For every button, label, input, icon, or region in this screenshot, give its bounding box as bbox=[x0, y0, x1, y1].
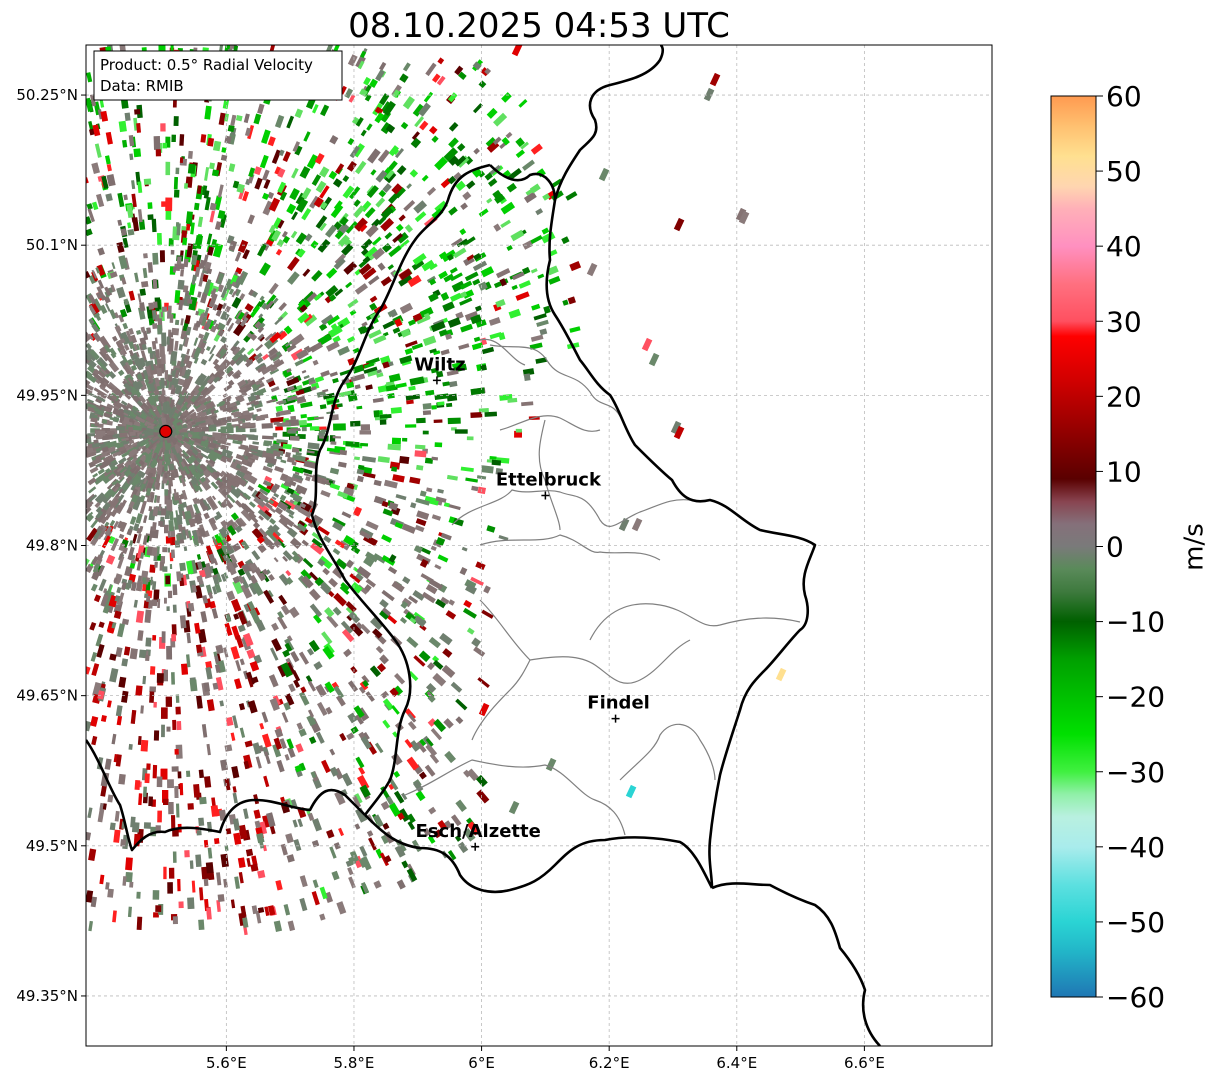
lon-tick-label: 6.6°E bbox=[844, 1054, 885, 1072]
colorbar-unit-label: m/s bbox=[1180, 523, 1207, 571]
product-label: Product: 0.5° Radial Velocity bbox=[100, 56, 313, 74]
colorbar-tick-label: 50 bbox=[1106, 155, 1142, 188]
colorbar-tick-label: 40 bbox=[1106, 230, 1142, 263]
graticule-grid bbox=[86, 45, 992, 1046]
canton-boundary-esch bbox=[404, 759, 626, 836]
lon-tick-label: 6°E bbox=[468, 1054, 495, 1072]
colorbar-tick-label: 20 bbox=[1106, 380, 1142, 413]
lat-tick-label: 49.95°N bbox=[16, 386, 78, 404]
longitude-axis: 5.6°E 5.8°E 6°E 6.2°E 6.4°E 6.6°E bbox=[206, 1046, 885, 1072]
colorbar: 60 50 40 30 20 10 0 −10 −20 −30 −40 −50 −60 m/s bbox=[1050, 80, 1207, 1014]
latitude-axis: 50.25°N 50.1°N 49.95°N 49.8°N 49.65°N 49.5°N 4… bbox=[16, 86, 86, 1005]
canton-boundary-luxembourg-north bbox=[479, 599, 691, 684]
border-belgium-luxembourg bbox=[310, 163, 491, 816]
lon-tick-label: 5.8°E bbox=[334, 1054, 375, 1072]
lon-tick-label: 6.4°E bbox=[716, 1054, 757, 1072]
colorbar-tick-label: −50 bbox=[1106, 906, 1165, 939]
city-cross-icon bbox=[471, 842, 480, 851]
national-borders bbox=[86, 45, 881, 1046]
info-box-frame bbox=[93, 50, 343, 101]
colorbar-tick-label: 60 bbox=[1106, 80, 1142, 113]
city-label: Esch/Alzette bbox=[416, 821, 541, 842]
colorbar-ticks: 60 50 40 30 20 10 0 −10 −20 −30 −40 −50 −60 bbox=[1096, 80, 1165, 1014]
colorbar-tick-label: −20 bbox=[1106, 681, 1165, 714]
lat-tick-label: 49.35°N bbox=[16, 987, 78, 1005]
border-germany-france bbox=[711, 882, 881, 1046]
lon-tick-label: 5.6°E bbox=[206, 1054, 247, 1072]
city-wiltz[interactable]: Wiltz bbox=[414, 354, 466, 385]
map-title: 08.10.2025 04:53 UTC bbox=[348, 6, 730, 46]
border-belgium-france bbox=[86, 739, 366, 852]
canton-boundary-north bbox=[489, 344, 623, 421]
canton-boundaries bbox=[404, 338, 801, 836]
colorbar-tick-label: 10 bbox=[1106, 455, 1142, 488]
canton-boundary-west bbox=[479, 534, 661, 561]
radar-site-marker bbox=[159, 424, 173, 438]
lat-tick-label: 49.5°N bbox=[26, 837, 78, 855]
city-ettelbruck[interactable]: Ettelbruck bbox=[496, 469, 602, 500]
border-belgium-germany bbox=[553, 45, 665, 201]
colorbar-tick-label: 30 bbox=[1106, 305, 1142, 338]
city-cross-icon bbox=[611, 714, 620, 723]
radar-site-dot bbox=[159, 424, 173, 438]
city-label: Ettelbruck bbox=[496, 469, 602, 490]
city-esch-alzette[interactable]: Esch/Alzette bbox=[416, 821, 541, 851]
info-box: Product: 0.5° Radial Velocity Data: RMIB bbox=[93, 50, 343, 101]
data-source-label: Data: RMIB bbox=[100, 77, 184, 95]
colorbar-tick-label: 0 bbox=[1106, 531, 1124, 564]
lat-tick-label: 49.8°N bbox=[26, 537, 78, 555]
map-area[interactable]: Wiltz Ettelbruck Findel Esch/Alzette bbox=[80, 39, 992, 1046]
colorbar-tick-label: −40 bbox=[1106, 831, 1165, 864]
city-findel[interactable]: Findel bbox=[587, 693, 650, 723]
lat-tick-label: 50.1°N bbox=[26, 236, 78, 254]
colorbar-tick-label: −10 bbox=[1106, 606, 1165, 639]
lon-tick-label: 6.2°E bbox=[589, 1054, 630, 1072]
border-luxembourg-germany bbox=[489, 164, 817, 889]
canton-boundary-grevenmacher bbox=[589, 603, 801, 641]
colorbar-tick-label: −60 bbox=[1106, 981, 1165, 1014]
canton-boundary-sauer bbox=[479, 338, 526, 366]
lat-tick-label: 50.25°N bbox=[16, 86, 78, 104]
city-label: Wiltz bbox=[414, 354, 465, 375]
colorbar-tick-label: −30 bbox=[1106, 756, 1165, 789]
colorbar-ramp bbox=[1050, 95, 1097, 998]
city-label: Findel bbox=[587, 693, 650, 714]
city-markers: Wiltz Ettelbruck Findel Esch/Alzette bbox=[414, 354, 650, 851]
canton-boundary-capellen bbox=[471, 659, 531, 741]
canton-boundary-remich bbox=[619, 723, 716, 781]
city-cross-icon bbox=[432, 376, 441, 385]
canton-boundary-diekirch bbox=[499, 415, 601, 432]
border-france-luxembourg bbox=[364, 814, 714, 894]
lat-tick-label: 49.65°N bbox=[16, 687, 78, 705]
city-cross-icon bbox=[541, 491, 550, 500]
canton-boundary-central bbox=[451, 489, 691, 527]
canton-boundary-mersch bbox=[538, 419, 561, 531]
